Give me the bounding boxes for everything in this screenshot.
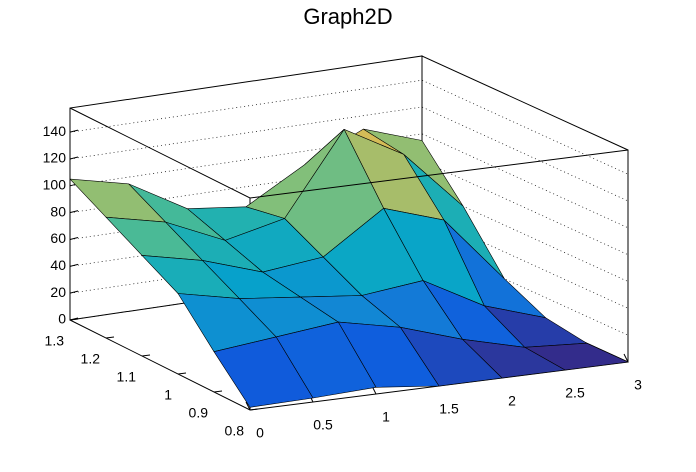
y-tick-label: 1 — [164, 387, 172, 403]
z-tick-label: 80 — [50, 203, 66, 219]
z-tick-label: 40 — [50, 257, 66, 273]
x-tick — [245, 401, 251, 411]
y-tick-label: 0.9 — [189, 405, 209, 421]
z-tick — [69, 263, 79, 267]
x-tick-label: 2 — [508, 393, 516, 409]
y-tick — [177, 372, 187, 375]
y-tick — [213, 390, 223, 393]
chart-title: Graph2D — [303, 4, 392, 29]
y-tick-label: 1.3 — [45, 333, 65, 349]
y-tick — [69, 318, 79, 321]
z-tick — [69, 210, 79, 214]
z-tick-label: 60 — [50, 230, 66, 246]
z-tick — [69, 129, 79, 133]
x-tick-label: 0.5 — [313, 417, 333, 433]
x-tick-label: 3 — [634, 377, 642, 393]
x-tick-label: 0 — [256, 425, 264, 441]
z-tick-label: 140 — [43, 123, 67, 139]
y-tick-label: 0.8 — [225, 423, 245, 439]
z-tick — [69, 290, 79, 294]
y-tick — [249, 408, 259, 411]
x-tick-label: 2.5 — [565, 385, 585, 401]
surface-cell — [213, 336, 314, 408]
z-tick-label: 20 — [50, 284, 66, 300]
z-tick — [69, 156, 79, 160]
y-tick — [105, 336, 115, 339]
y-tick-label: 1.2 — [81, 351, 101, 367]
x-tick — [623, 353, 629, 363]
top-edge — [69, 107, 629, 199]
x-tick-label: 1.5 — [439, 401, 459, 417]
z-tick — [69, 237, 79, 240]
z-tick-label: 120 — [43, 150, 67, 166]
x-tick-label: 1 — [382, 409, 390, 425]
y-tick — [141, 354, 151, 357]
y-tick-label: 1.1 — [117, 369, 137, 385]
z-tick-label: 100 — [43, 177, 67, 193]
z-tick-label: 0 — [58, 311, 66, 327]
